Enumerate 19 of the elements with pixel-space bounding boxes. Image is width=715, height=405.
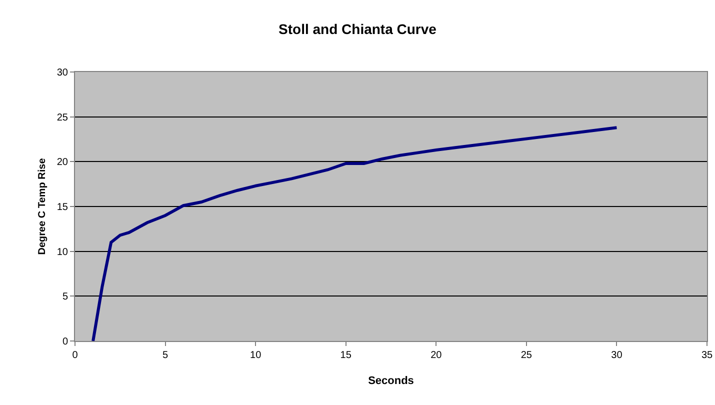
y-tick-label: 15 xyxy=(56,202,68,213)
x-tick-label: 35 xyxy=(701,350,713,361)
x-tick-label: 25 xyxy=(520,350,532,361)
chart-title: Stoll and Chianta Curve xyxy=(278,21,437,38)
x-tick-label: 5 xyxy=(162,350,169,361)
x-axis-title: Seconds xyxy=(368,375,414,387)
x-tick-label: 20 xyxy=(430,350,442,361)
x-tick-label: 10 xyxy=(250,350,262,361)
x-tick-label: 30 xyxy=(611,350,623,361)
x-tick-label: 15 xyxy=(340,350,352,361)
y-tick-label: 25 xyxy=(56,112,68,124)
line-series xyxy=(92,126,618,341)
y-tick-label: 5 xyxy=(62,292,68,303)
y-tick-label: 20 xyxy=(56,157,68,168)
y-tick-label: 0 xyxy=(62,336,68,348)
x-tick-label: 0 xyxy=(72,350,78,361)
y-tick-label: 30 xyxy=(56,68,68,78)
y-axis-title: Degree C Temp Rise xyxy=(37,158,48,255)
y-tick-label: 10 xyxy=(56,246,68,258)
